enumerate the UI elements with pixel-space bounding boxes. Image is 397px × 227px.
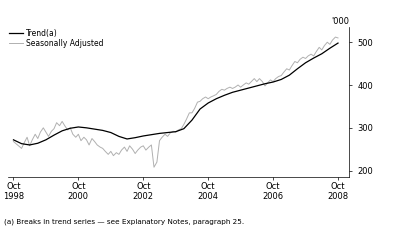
Text: (a) Breaks in trend series — see Explanatory Notes, paragraph 25.: (a) Breaks in trend series — see Explana…: [4, 218, 244, 225]
Legend: Trend(a), Seasonally Adjusted: Trend(a), Seasonally Adjusted: [8, 28, 104, 49]
Text: '000: '000: [331, 17, 349, 26]
